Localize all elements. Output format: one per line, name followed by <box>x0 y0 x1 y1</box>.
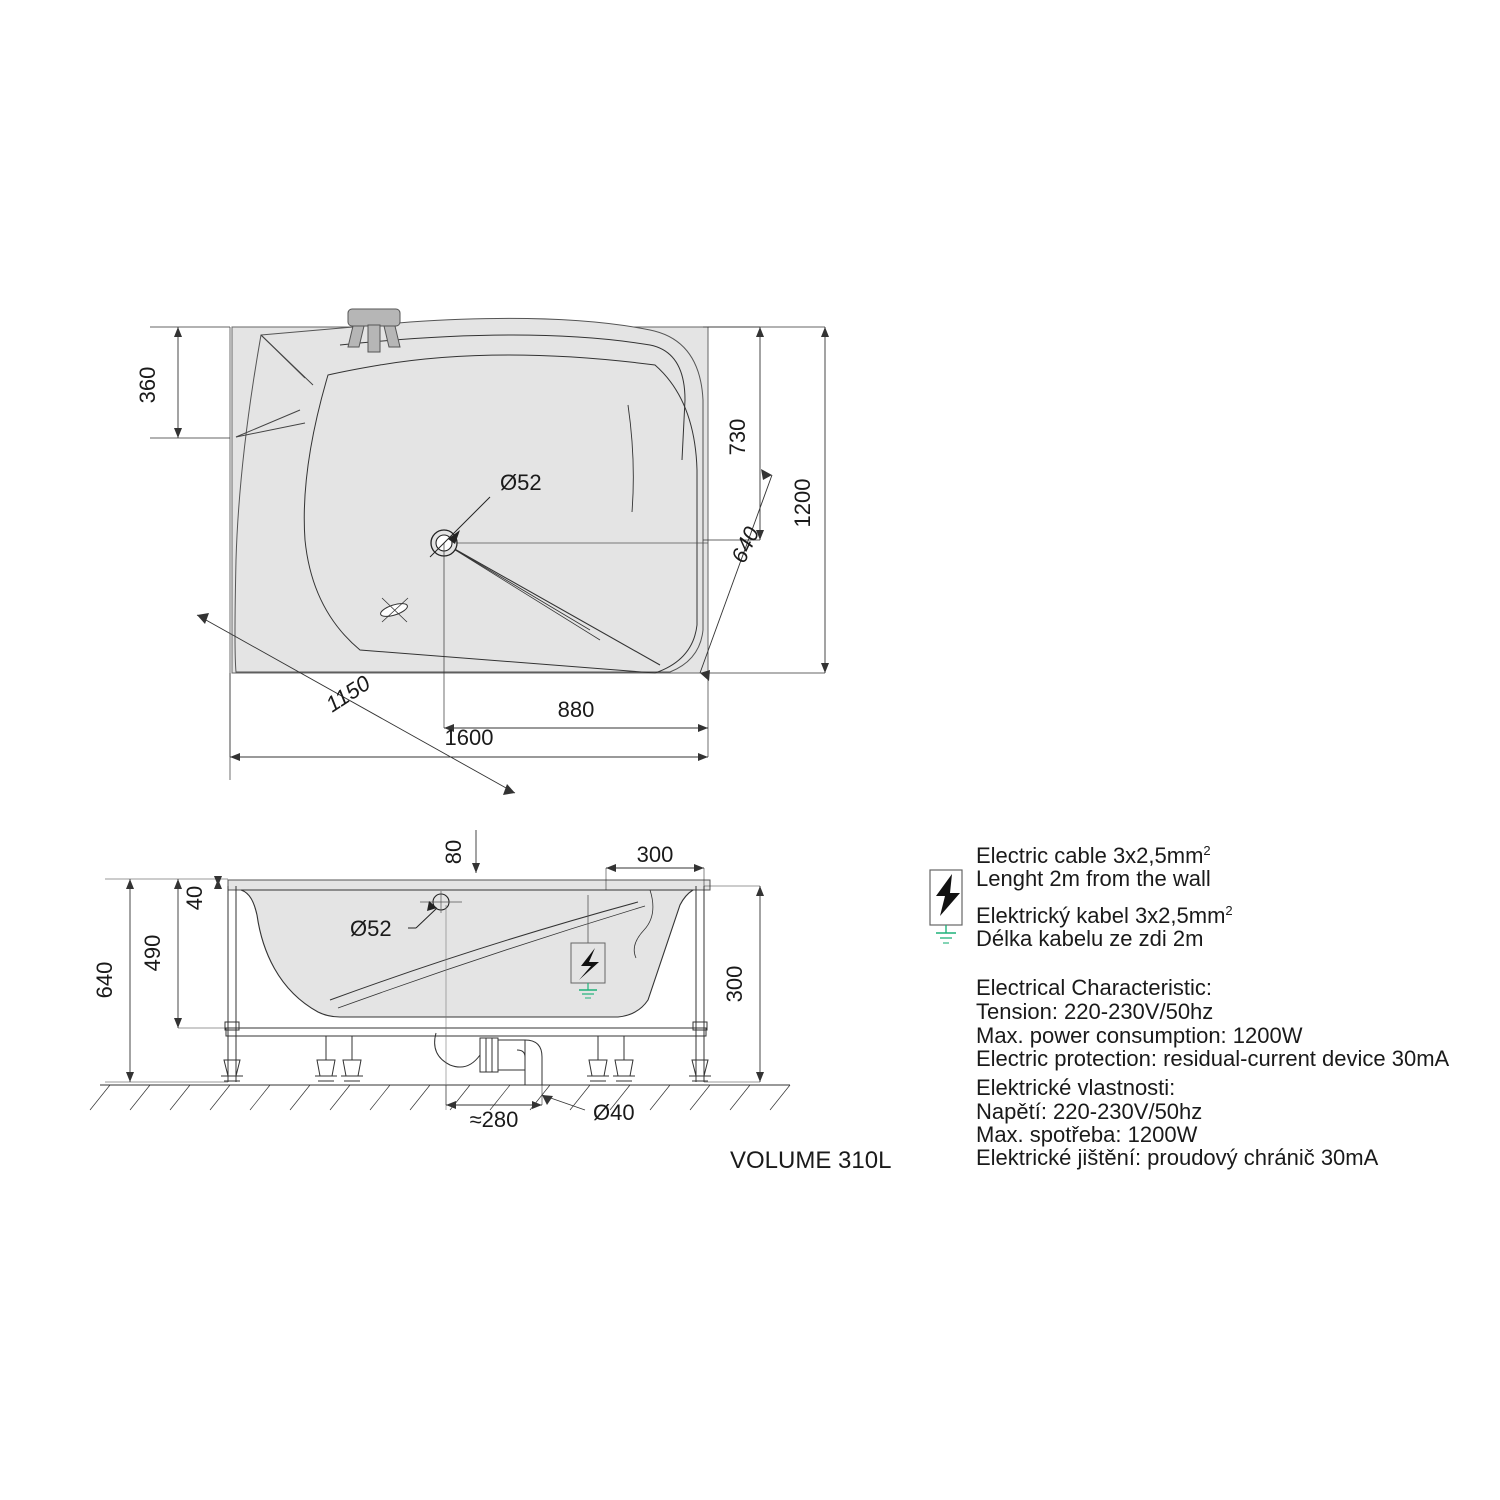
svg-text:490: 490 <box>140 935 165 972</box>
svg-text:640: 640 <box>92 962 117 999</box>
svg-text:VOLUME 310L: VOLUME 310L <box>730 1147 891 1174</box>
svg-text:300: 300 <box>637 842 674 867</box>
svg-text:80: 80 <box>441 840 466 864</box>
svg-text:Ø52: Ø52 <box>500 470 542 495</box>
svg-text:Délka kabelu ze zdi 2m: Délka kabelu ze zdi 2m <box>976 926 1203 951</box>
svg-text:Electric cable 3x2,5mm2: Electric cable 3x2,5mm2 <box>976 843 1211 868</box>
svg-text:Ø52: Ø52 <box>350 916 392 941</box>
svg-text:Elektrické jištění: proudový c: Elektrické jištění: proudový chránič 30m… <box>976 1145 1379 1170</box>
svg-text:≈280: ≈280 <box>470 1107 519 1132</box>
svg-text:Max. spotřeba: 1200W: Max. spotřeba: 1200W <box>976 1122 1198 1147</box>
svg-text:1200: 1200 <box>790 479 815 528</box>
svg-text:300: 300 <box>722 966 747 1003</box>
svg-text:Electric protection: residual-: Electric protection: residual-current de… <box>976 1046 1450 1071</box>
svg-text:1600: 1600 <box>445 725 494 750</box>
svg-text:730: 730 <box>725 419 750 456</box>
svg-text:360: 360 <box>135 367 160 404</box>
svg-text:Tension: 220-230V/50hz: Tension: 220-230V/50hz <box>976 999 1213 1024</box>
svg-text:Elektrické vlastnosti:: Elektrické vlastnosti: <box>976 1075 1175 1100</box>
svg-text:Napětí: 220-230V/50hz: Napětí: 220-230V/50hz <box>976 1099 1202 1124</box>
svg-text:Lenght 2m from the wall: Lenght 2m from the wall <box>976 866 1211 891</box>
svg-text:40: 40 <box>182 886 207 910</box>
svg-text:880: 880 <box>558 697 595 722</box>
svg-text:Ø40: Ø40 <box>593 1100 635 1125</box>
svg-text:Max. power consumption: 1200W: Max. power consumption: 1200W <box>976 1023 1303 1048</box>
svg-text:Electrical Characteristic:: Electrical Characteristic: <box>976 975 1212 1000</box>
svg-text:Elektrický kabel 3x2,5mm2: Elektrický kabel 3x2,5mm2 <box>976 903 1233 928</box>
